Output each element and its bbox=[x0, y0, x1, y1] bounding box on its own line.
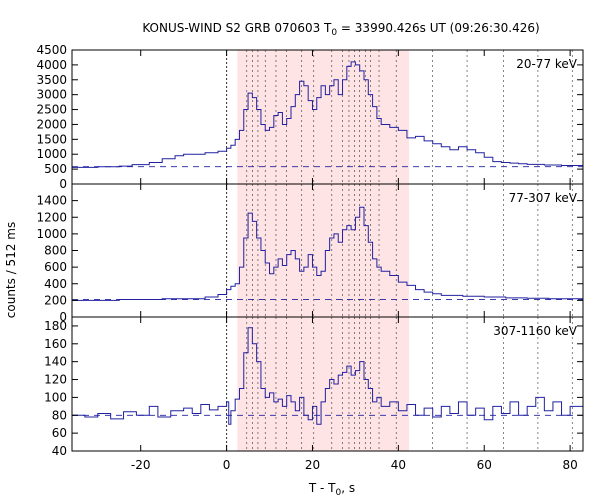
x-tick-label: 20 bbox=[305, 458, 320, 472]
y-axis-title: counts / 512 ms bbox=[4, 222, 18, 318]
y-tick-label: 1500 bbox=[36, 132, 67, 146]
panel-3: 40 60 80 100 120 140 160 180 307-1160 keV bbox=[44, 316, 584, 458]
y-tick-label: 200 bbox=[44, 293, 67, 307]
y-tick-label: 800 bbox=[44, 244, 67, 258]
y-tick-label: 400 bbox=[44, 277, 67, 291]
chart-title: KONUS-WIND S2 GRB 070603 T0 = 33990.426s… bbox=[142, 21, 539, 38]
y-tick-label: 1400 bbox=[36, 194, 67, 208]
x-tick-label: -20 bbox=[131, 458, 151, 472]
y-tick-label: 140 bbox=[44, 355, 67, 369]
x-tick-label: 0 bbox=[223, 458, 231, 472]
panels-group: 05001000150020002500300035004000450020-7… bbox=[36, 43, 584, 458]
y-tick-label: 0 bbox=[59, 177, 67, 191]
y-tick-label: 1200 bbox=[36, 210, 67, 224]
y-tick-label: 3500 bbox=[36, 73, 67, 87]
shaded-interval bbox=[237, 317, 410, 451]
y-tick-label: 500 bbox=[44, 162, 67, 176]
x-tick-label: 80 bbox=[562, 458, 577, 472]
lightcurve-series bbox=[72, 327, 584, 425]
panel-label: 77-307 keV bbox=[509, 191, 578, 205]
x-axis-title: T - T0, s bbox=[308, 481, 355, 498]
y-tick-label: 80 bbox=[52, 408, 67, 422]
x-tick-label: 60 bbox=[477, 458, 492, 472]
y-tick-label: 1000 bbox=[36, 227, 67, 241]
y-tick-label: 4000 bbox=[36, 58, 67, 72]
y-tick-label: 1000 bbox=[36, 147, 67, 161]
panel-label: 20-77 keV bbox=[516, 57, 578, 71]
panel-2: 0 200 400 600 800 1000 1200 1400 77-307 keV bbox=[36, 183, 584, 324]
lightcurve-series bbox=[72, 61, 584, 168]
x-tick-labels: -20 0 20 40 60 80 bbox=[131, 458, 578, 472]
y-tick-label: 180 bbox=[44, 319, 67, 333]
panel-frame bbox=[71, 316, 584, 452]
lightcurve-series bbox=[72, 206, 584, 301]
y-tick-label: 600 bbox=[44, 260, 67, 274]
y-tick-label: 2000 bbox=[36, 117, 67, 131]
y-tick-label: 0 bbox=[59, 310, 67, 324]
y-tick-label: 60 bbox=[52, 426, 67, 440]
y-tick-label: 4500 bbox=[36, 43, 67, 57]
y-tick-label: 3000 bbox=[36, 88, 67, 102]
y-tick-label: 40 bbox=[52, 444, 67, 458]
y-tick-label: 2500 bbox=[36, 103, 67, 117]
shaded-interval bbox=[237, 50, 410, 184]
panel-label: 307-1160 keV bbox=[493, 324, 577, 338]
shaded-interval bbox=[237, 184, 410, 317]
y-tick-label: 160 bbox=[44, 337, 67, 351]
x-tick-label: 40 bbox=[391, 458, 406, 472]
y-tick-label: 100 bbox=[44, 390, 67, 404]
y-tick-label: 120 bbox=[44, 373, 67, 387]
